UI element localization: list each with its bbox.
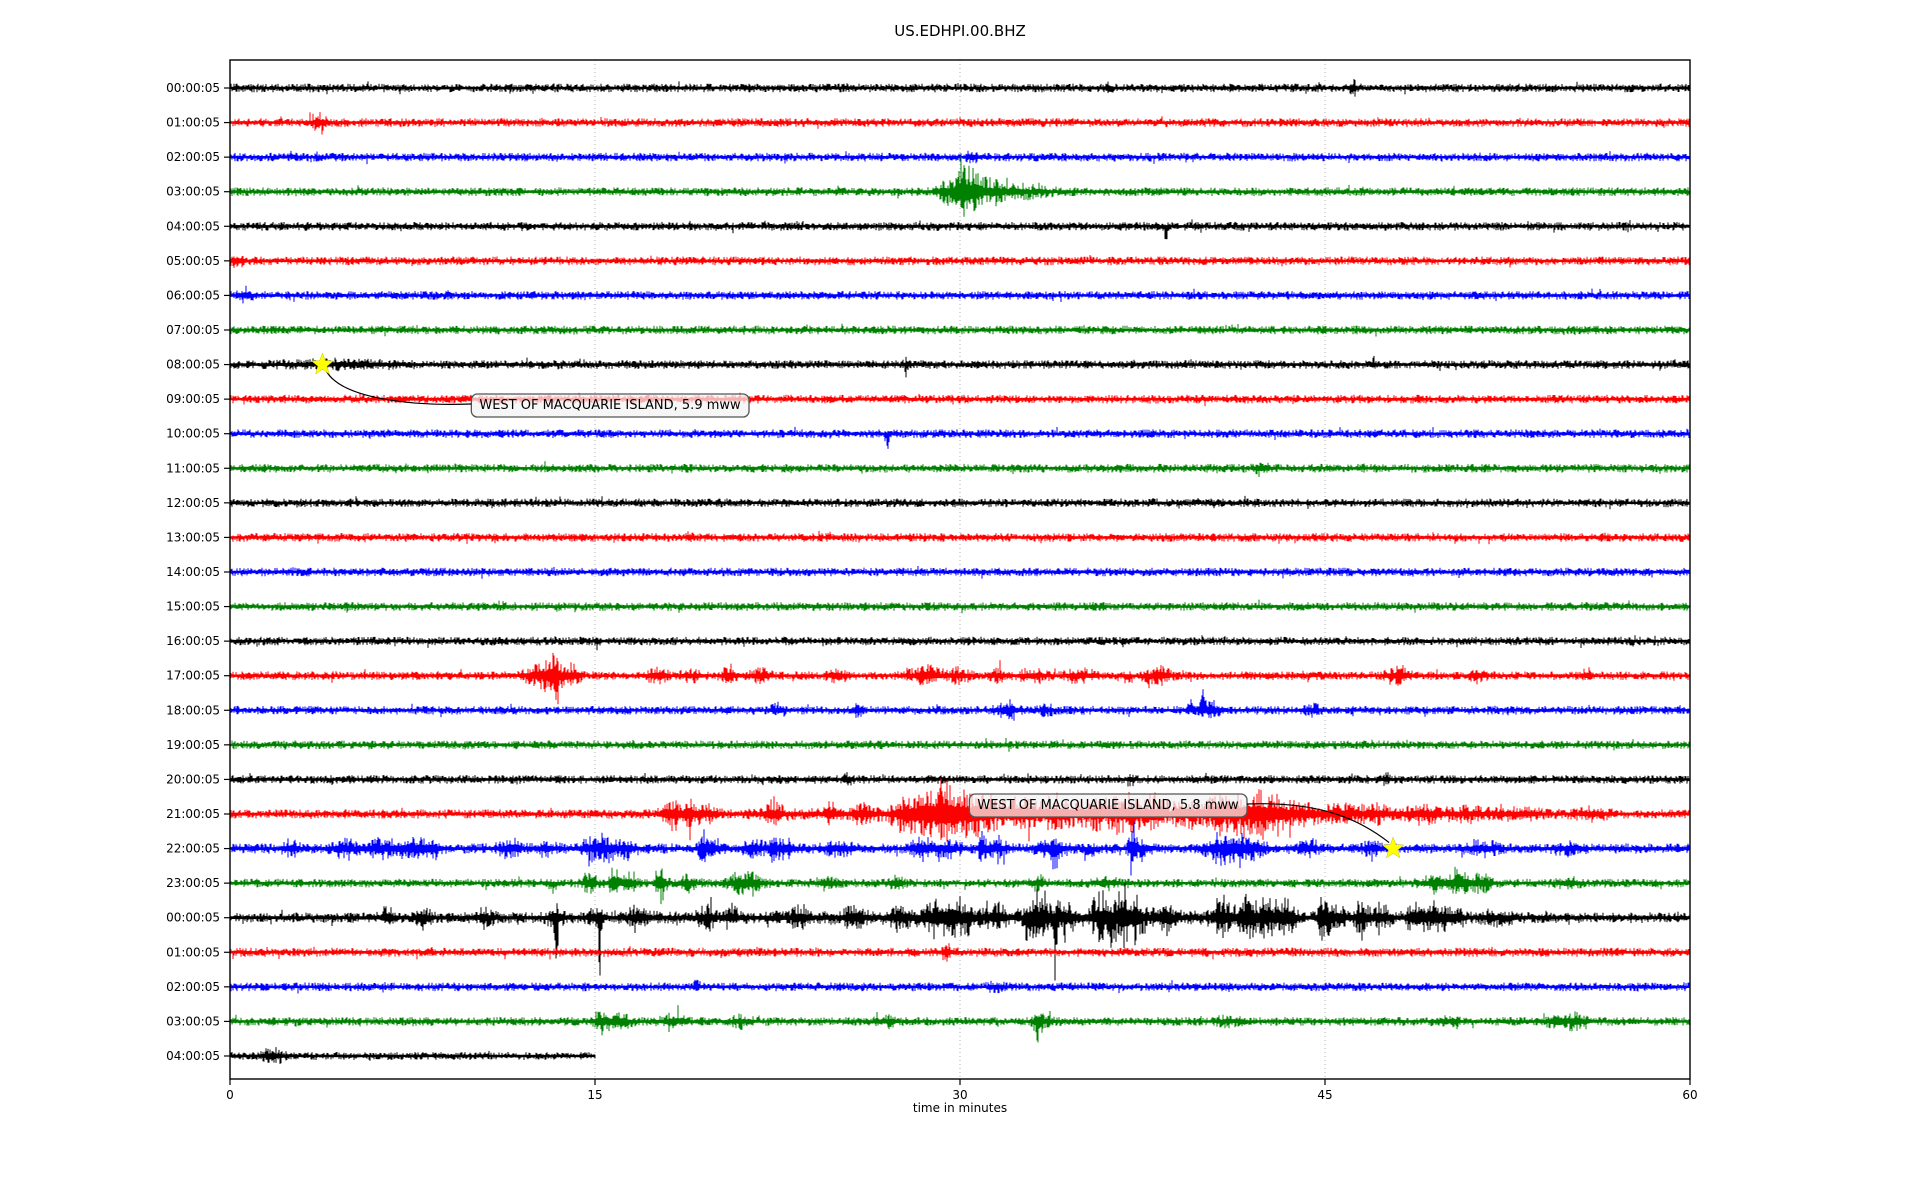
annotation-label: WEST OF MACQUARIE ISLAND, 5.9 mww: [479, 398, 741, 413]
x-axis-minute-labels: 0 15 30 45 60: [226, 1079, 1698, 1102]
trace-row-120005: [229, 495, 1691, 510]
y-tick-label-hour: 11:00:05: [166, 461, 220, 475]
plot-title: US.EDHPI.00.BHZ: [894, 22, 1026, 40]
trace-row-030005: [229, 156, 1691, 217]
x-tick-label: 15: [587, 1088, 602, 1102]
y-tick-label-hour: 07:00:05: [166, 323, 220, 337]
trace-row-020005: [229, 979, 1691, 994]
y-tick-label-hour: 02:00:05: [166, 150, 220, 164]
y-tick-label-hour: 01:00:05: [166, 945, 220, 959]
y-tick-label-hour: 21:00:05: [166, 807, 220, 821]
y-tick-label-hour: 09:00:05: [166, 392, 220, 406]
trace-row-000005: [229, 883, 1691, 981]
trace-row-150005: [229, 599, 1691, 614]
y-tick-label-hour: 03:00:05: [166, 1014, 220, 1028]
x-tick-label: 0: [226, 1088, 234, 1102]
seismogram-traces: [229, 79, 1691, 1064]
trace-row-110005: [229, 461, 1691, 477]
trace-row-010005: [229, 112, 1691, 135]
y-tick-label-hour: 16:00:05: [166, 634, 220, 648]
y-tick-label-hour: 06:00:05: [166, 288, 220, 302]
y-tick-label-hour: 04:00:05: [166, 219, 220, 233]
x-axis-title: time in minutes: [913, 1101, 1007, 1115]
y-tick-label-hour: 23:00:05: [166, 876, 220, 890]
y-tick-label-hour: 13:00:05: [166, 530, 220, 544]
event-star-marker: [310, 352, 335, 375]
y-tick-label-hour: 15:00:05: [166, 600, 220, 614]
y-tick-label-hour: 03:00:05: [166, 185, 220, 199]
y-tick-label-hour: 02:00:05: [166, 980, 220, 994]
y-tick-label-hour: 22:00:05: [166, 842, 220, 856]
annotation-2: WEST OF MACQUARIE ISLAND, 5.8 mww: [968, 793, 1390, 844]
y-tick-label-hour: 05:00:05: [166, 254, 220, 268]
y-tick-label-hour: 00:00:05: [166, 911, 220, 925]
trace-row-000005: [229, 79, 1691, 97]
y-tick-label-hour: 18:00:05: [166, 703, 220, 717]
trace-row-070005: [229, 323, 1691, 337]
y-tick-label-hour: 14:00:05: [166, 565, 220, 579]
y-tick-label-hour: 00:00:05: [166, 81, 220, 95]
annotation-arrow: [324, 369, 472, 405]
y-tick-label-hour: 10:00:05: [166, 427, 220, 441]
y-tick-label-hour: 08:00:05: [166, 358, 220, 372]
trace-row-080005: [229, 355, 1691, 378]
annotation-box: [470, 393, 750, 418]
trace-row-100005: [229, 426, 1691, 449]
x-tick-label: 45: [1317, 1088, 1332, 1102]
y-tick-label-hour: 04:00:05: [166, 1049, 220, 1063]
annotation-box: [968, 793, 1248, 818]
annotation-arrow: [1246, 803, 1390, 844]
y-tick-label-hour: 19:00:05: [166, 738, 220, 752]
event-annotations: WEST OF MACQUARIE ISLAND, 5.9 mww WEST OF…: [310, 352, 1405, 859]
y-tick-label-hour: 01:00:05: [166, 116, 220, 130]
x-tick-label: 60: [1682, 1088, 1697, 1102]
y-tick-label-hour: 12:00:05: [166, 496, 220, 510]
y-tick-label-hour: 20:00:05: [166, 772, 220, 786]
y-axis-hour-labels: 00:00:05 01:00:05 02:00:05 03:00:05 04:00:05…: [166, 81, 230, 1063]
trace-row-010005: [229, 943, 1691, 962]
x-tick-label: 30: [952, 1088, 967, 1102]
event-star-marker: [1381, 836, 1405, 859]
trace-row-040005: [229, 1047, 596, 1064]
y-tick-label-hour: 17:00:05: [166, 669, 220, 683]
annotation-label: WEST OF MACQUARIE ISLAND, 5.8 mww: [977, 798, 1239, 813]
annotation-1: WEST OF MACQUARIE ISLAND, 5.9 mww: [324, 369, 750, 418]
